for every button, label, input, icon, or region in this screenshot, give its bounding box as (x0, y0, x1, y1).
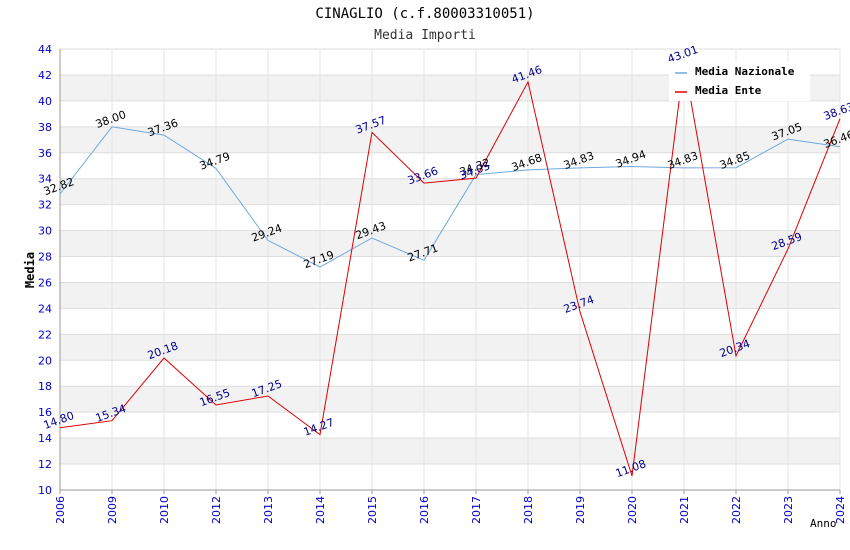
series-line-media-ente (59, 61, 841, 477)
y-tick-label: 18 (38, 380, 52, 393)
x-tick-label: 2023 (782, 496, 795, 524)
grid-band (60, 230, 840, 257)
grid-bands (60, 74, 840, 465)
x-tick-label: 2024 (834, 496, 847, 524)
x-tick-label: 2020 (626, 496, 639, 524)
x-tick-label: 2013 (262, 496, 275, 524)
y-tick-label: 20 (38, 354, 52, 367)
y-tick-label: 28 (38, 251, 52, 264)
grid-band (60, 178, 840, 205)
x-tick-label: 2018 (522, 496, 535, 524)
legend-box (669, 61, 810, 101)
y-tick-label: 12 (38, 458, 52, 471)
grid-band (60, 386, 840, 413)
y-tick-label: 32 (38, 199, 52, 212)
grid-lines (59, 48, 841, 491)
y-tick-label: 24 (38, 302, 52, 315)
x-tick-label: 2021 (678, 496, 691, 524)
x-tick-label: 2015 (366, 496, 379, 524)
y-tick-label: 42 (38, 69, 52, 82)
series-line-media-nazionale (59, 126, 841, 268)
axes (59, 49, 841, 494)
y-tick-label: 38 (38, 121, 52, 134)
x-axis-label: Anno (810, 517, 837, 530)
x-tick-label: 2006 (54, 496, 67, 524)
y-tick-label: 26 (38, 276, 52, 289)
y-tick-label: 44 (38, 43, 52, 56)
legend-label-media-ente: Media Ente (695, 84, 762, 97)
x-tick-label: 2010 (158, 496, 171, 524)
grid-band (60, 334, 840, 361)
y-tick-label: 10 (38, 484, 52, 497)
x-tick-labels: 2006 2009 2010 2012 2013 2014 2015 2016 2017 2018… (54, 496, 847, 524)
x-tick-label: 2017 (470, 496, 483, 524)
legend-label-media-nazionale: Media Nazionale (695, 65, 795, 78)
x-tick-label: 2009 (106, 496, 119, 524)
y-tick-label: 16 (38, 406, 52, 419)
series-lines (59, 61, 841, 477)
y-tick-labels: 10 12 14 16 18 20 22 24 26 28 30 32 34 36 38 40 42 44 (38, 43, 52, 497)
grid-band (60, 438, 840, 465)
y-tick-label: 40 (38, 95, 52, 108)
grid-band (60, 126, 840, 153)
x-tick-label: 2022 (730, 496, 743, 524)
chart-subtitle: Media Importi (374, 28, 476, 43)
x-tick-label: 2014 (314, 496, 327, 524)
legend: Media Nazionale Media Ente (669, 61, 810, 101)
chart-title: CINAGLIO (c.f.80003310051) (315, 6, 534, 22)
y-tick-label: 34 (38, 173, 52, 186)
grid-band (60, 282, 840, 309)
y-tick-label: 14 (38, 432, 52, 445)
x-tick-label: 2016 (418, 496, 431, 524)
y-tick-label: 36 (38, 147, 52, 160)
y-tick-label: 30 (38, 225, 52, 238)
y-tick-label: 22 (38, 328, 52, 341)
x-tick-label: 2012 (210, 496, 223, 524)
x-tick-label: 2019 (574, 496, 587, 524)
y-axis-label: Media (23, 252, 37, 288)
